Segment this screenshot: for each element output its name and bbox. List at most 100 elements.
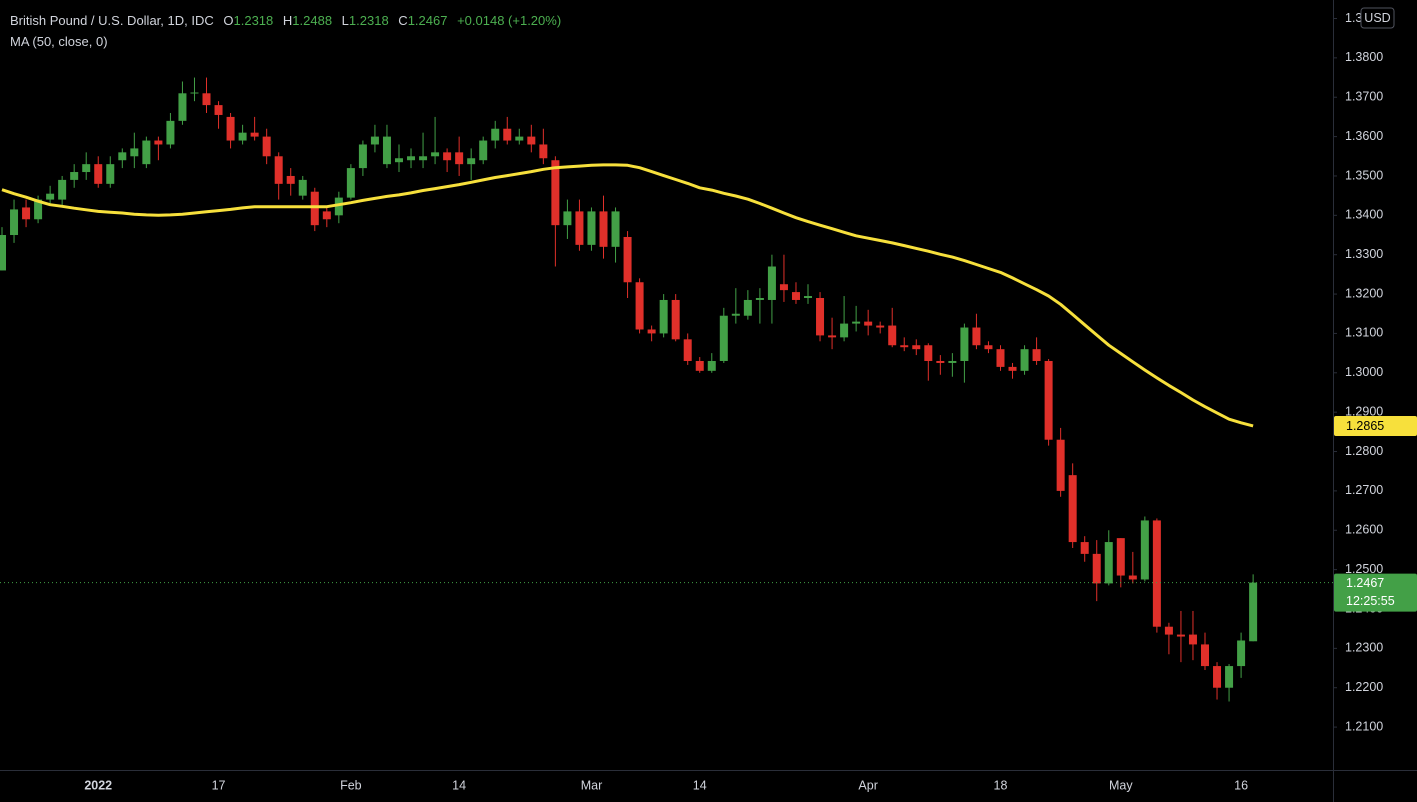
candle	[779, 254, 788, 302]
candle-body	[912, 345, 921, 350]
y-tick-label: 1.2300	[1345, 641, 1383, 655]
candle	[527, 124, 536, 153]
candle-body	[491, 128, 500, 141]
candle	[46, 185, 55, 204]
candle	[924, 343, 933, 381]
candle-body	[719, 315, 728, 361]
candle	[1225, 664, 1234, 702]
indicator-legend[interactable]: MA (50, close, 0)	[10, 34, 108, 49]
candle	[1201, 632, 1209, 671]
candle	[298, 175, 307, 200]
candle-body	[382, 136, 391, 165]
candle-body	[936, 360, 945, 363]
candle-body	[94, 164, 103, 184]
y-tick-label: 1.3600	[1345, 129, 1383, 143]
low-label: L	[341, 13, 349, 28]
candle-body	[539, 144, 548, 159]
candle-body	[46, 193, 55, 200]
candle-body	[587, 211, 596, 245]
candle-body	[22, 207, 31, 220]
candle-body	[1044, 360, 1053, 440]
candle	[1249, 574, 1258, 642]
candle	[142, 136, 151, 169]
candle-body	[683, 339, 692, 361]
candle-body	[1164, 626, 1173, 635]
candle	[310, 187, 319, 232]
candle	[900, 337, 909, 352]
moving-average-line	[1, 163, 1254, 428]
candle	[791, 282, 800, 304]
candle	[960, 323, 969, 383]
y-tick-label: 1.2200	[1345, 680, 1383, 694]
candle	[58, 175, 67, 208]
candle	[346, 164, 355, 200]
candle	[1068, 463, 1077, 548]
candle-body	[731, 313, 740, 316]
candle-body	[864, 321, 873, 326]
change-value: +0.0148 (+1.20%)	[457, 13, 562, 28]
candle	[1092, 540, 1101, 602]
candle	[358, 140, 367, 176]
candle-body	[852, 321, 861, 324]
y-tick-label: 1.3700	[1345, 90, 1383, 104]
candle	[0, 227, 6, 271]
candle-body	[1080, 542, 1089, 554]
candle-body	[960, 327, 969, 361]
candle-body	[1201, 644, 1209, 667]
candle	[70, 164, 79, 188]
candle-body	[671, 299, 680, 340]
candle-body	[334, 197, 343, 216]
candle-body	[286, 175, 295, 184]
candle	[707, 353, 716, 373]
candle	[178, 81, 187, 125]
x-tick-label: 2022	[84, 778, 112, 792]
candle	[876, 321, 885, 334]
candle	[238, 124, 247, 145]
candle-body	[779, 284, 788, 291]
candle-body	[888, 325, 897, 346]
candle-body	[876, 325, 885, 328]
candle-body	[1068, 475, 1077, 543]
candle	[370, 124, 379, 153]
candle	[130, 132, 139, 169]
candle	[683, 333, 692, 365]
countdown-label: 12:25:55	[1346, 594, 1395, 608]
candle-body	[515, 136, 524, 141]
candle	[166, 112, 175, 149]
candle	[816, 292, 825, 342]
candle-body	[0, 235, 6, 271]
candle-body	[274, 156, 283, 184]
candle-body	[1032, 349, 1041, 361]
candle-body	[1128, 575, 1137, 580]
candle-body	[467, 158, 476, 165]
candle	[1104, 530, 1113, 586]
candle-body	[1225, 666, 1234, 688]
x-tick-label: 14	[452, 778, 466, 792]
candle	[419, 132, 428, 169]
candle	[731, 288, 740, 324]
candle-body	[575, 211, 584, 245]
high-value: 1.2488	[292, 13, 333, 28]
candle	[479, 136, 488, 165]
close-label: C	[398, 13, 408, 28]
x-tick-label: May	[1109, 778, 1133, 792]
candle	[852, 305, 861, 332]
candle	[659, 294, 668, 338]
candle	[695, 357, 704, 373]
candle-body	[154, 140, 163, 145]
candle-body	[370, 136, 379, 145]
candle	[443, 148, 452, 173]
candle	[94, 156, 103, 188]
ma-value-label: 1.2865	[1346, 419, 1384, 433]
y-tick-label: 1.2500	[1345, 562, 1383, 576]
candle-body	[1104, 542, 1113, 584]
y-tick-label: 1.2900	[1345, 404, 1383, 418]
currency-label: USD	[1364, 11, 1390, 25]
candle-body	[1249, 582, 1258, 642]
candle-body	[226, 116, 235, 141]
low-value: 1.2318	[348, 13, 389, 28]
candle	[1032, 337, 1041, 365]
high-label: H	[282, 13, 293, 28]
candle-body	[1116, 538, 1125, 576]
candle	[1056, 427, 1065, 497]
